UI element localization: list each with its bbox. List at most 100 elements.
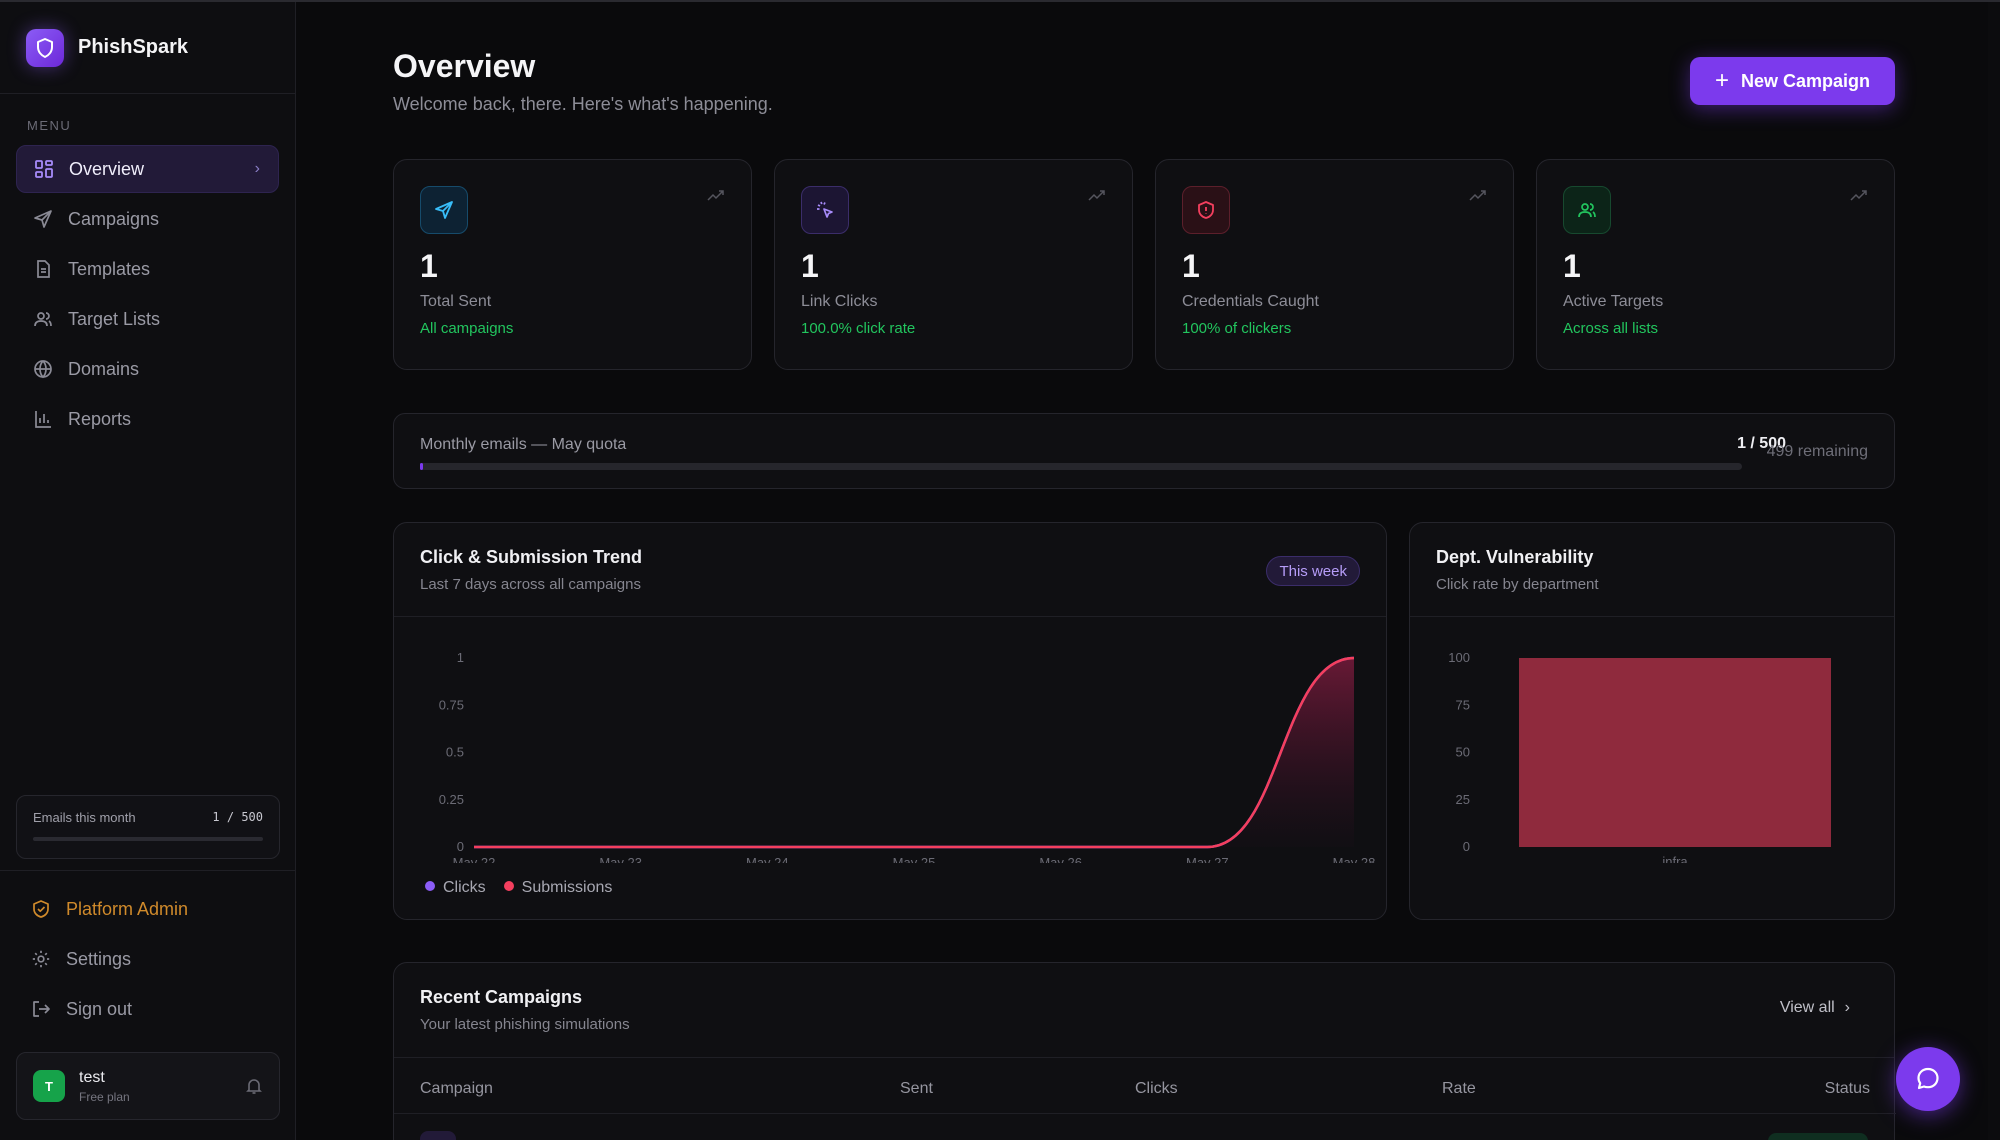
trend-chart: 0 0.25 0.5 0.75 1 May 22 May 23 May 24 May 25 May… (439, 650, 1376, 863)
legend-clicks-label: Clicks (443, 879, 486, 896)
trend-up-icon (707, 188, 725, 206)
trend-legend: Clicks Submissions (425, 879, 612, 897)
new-campaign-button[interactable]: + New Campaign (1690, 57, 1895, 105)
sidebar-item-overview[interactable]: Overview › (16, 145, 279, 193)
sidebar-item-campaigns[interactable]: Campaigns (16, 195, 279, 243)
sidebar-item-label: Target Lists (68, 308, 161, 329)
plus-icon: + (1714, 67, 1729, 94)
col-sent[interactable]: Sent (900, 1080, 933, 1097)
legend-clicks: Clicks (425, 879, 486, 897)
shield-alert-icon (1182, 186, 1230, 234)
stat-label: Link Clicks (801, 293, 878, 310)
x-tick-label: May 22 (453, 855, 496, 863)
quota-label: Monthly emails — May quota (420, 436, 627, 453)
sidebar-item-reports[interactable]: Reports (16, 395, 279, 443)
sidebar-item-label: Overview (69, 158, 145, 179)
stat-cards: 1 Total Sent All campaigns 1 Link Clicks… (393, 159, 1895, 370)
stat-card-link-clicks: 1 Link Clicks 100.0% click rate (774, 159, 1133, 370)
page-title: Overview (393, 48, 536, 84)
stat-value: 1 (420, 248, 438, 284)
trend-up-icon (1088, 188, 1106, 206)
trend-subtitle: Last 7 days across all campaigns (420, 576, 641, 593)
y-tick-label: 0.5 (446, 745, 464, 760)
user-card[interactable]: T test Free plan (16, 1052, 280, 1120)
x-tick-label: May 24 (746, 855, 789, 863)
file-icon (32, 258, 54, 280)
series-area-clicks (474, 658, 1354, 847)
gear-icon (30, 948, 52, 970)
x-tick-label: May 27 (1186, 855, 1229, 863)
sidebar-item-sign-out[interactable]: Sign out (16, 985, 280, 1033)
stat-card-active-targets: 1 Active Targets Across all lists (1536, 159, 1895, 370)
sidebar-item-label: Domains (68, 358, 140, 379)
series-area-submissions (474, 658, 1354, 847)
platform-admin-label: Platform Admin (66, 898, 189, 919)
sidebar-item-settings[interactable]: Settings (16, 935, 280, 983)
stat-sub: 100.0% click rate (801, 320, 916, 337)
sidebar-item-label: Campaigns (68, 208, 160, 229)
campaign-row-icon (420, 1131, 456, 1140)
quota-progress-track (420, 463, 1742, 470)
quota-progress-fill (420, 463, 423, 470)
stat-sub: Across all lists (1563, 320, 1659, 337)
grid-icon (33, 158, 55, 180)
col-campaign[interactable]: Campaign (420, 1080, 493, 1097)
table-header: Campaign Sent Clicks Rate Status (394, 1058, 1896, 1114)
user-plan: Free plan (79, 1089, 130, 1104)
trend-title: Click & Submission Trend (420, 547, 643, 567)
trend-up-icon (1469, 188, 1487, 206)
this-week-badge[interactable]: This week (1266, 556, 1360, 586)
avatar: T (33, 1070, 65, 1102)
chevron-right-icon: › (254, 160, 260, 177)
y-tick-label: 0 (1463, 839, 1470, 854)
shield-check-icon (30, 898, 52, 920)
stat-sub: 100% of clickers (1182, 320, 1292, 337)
sidebar: PhishSpark MENU Overview › Campaigns (0, 2, 296, 1140)
x-tick-label: infra (1662, 854, 1688, 863)
sidebar-item-platform-admin[interactable]: Platform Admin (16, 885, 280, 933)
chevron-right-icon: › (1844, 999, 1850, 1016)
series-line-submissions (474, 656, 1355, 849)
chat-button[interactable] (1896, 1047, 1960, 1111)
new-campaign-label: New Campaign (1740, 70, 1871, 91)
scrollbar[interactable] (1988, 2, 2000, 1140)
trend-up-icon (1850, 188, 1868, 206)
bar-infra[interactable] (1519, 658, 1831, 847)
series-line-clicks (474, 656, 1355, 849)
brand[interactable]: PhishSpark (0, 2, 295, 94)
x-tick-label: May 25 (893, 855, 936, 863)
view-all-link[interactable]: View all › (1780, 999, 1850, 1017)
col-rate[interactable]: Rate (1442, 1080, 1476, 1097)
col-status[interactable]: Status (1824, 1080, 1870, 1097)
quota-count: 1 / 500 (1737, 435, 1786, 452)
trend-chart-panel: Click & Submission Trend Last 7 days acr… (393, 522, 1387, 920)
log-out-icon (30, 998, 52, 1020)
sidebar-item-target-lists[interactable]: Target Lists (16, 295, 279, 343)
y-tick-label: 50 (1456, 745, 1470, 760)
sidebar-item-domains[interactable]: Domains (16, 345, 279, 393)
send-icon (420, 186, 468, 234)
y-tick-label: 1 (457, 650, 464, 665)
legend-submissions-label: Submissions (521, 879, 613, 896)
stat-card-credentials: 1 Credentials Caught 100% of clickers (1155, 159, 1514, 370)
sidebar-item-templates[interactable]: Templates (16, 245, 279, 293)
sidebar-email-quota: Emails this month 1 / 500 (16, 795, 280, 859)
dept-title: Dept. Vulnerability (1436, 547, 1594, 567)
cursor-click-icon (801, 186, 849, 234)
bell-icon[interactable] (245, 1077, 263, 1100)
menu-caption: MENU (27, 118, 72, 133)
recent-title: Recent Campaigns (420, 987, 583, 1007)
y-tick-label: 0.25 (439, 792, 464, 807)
sidebar-divider (0, 870, 296, 871)
sidebar-item-label: Templates (68, 258, 151, 279)
status-badge (1768, 1133, 1868, 1140)
emails-progress-bar (33, 837, 263, 841)
emails-label: Emails this month (33, 810, 136, 825)
x-tick-label: May 26 (1039, 855, 1082, 863)
recent-subtitle: Your latest phishing simulations (420, 1016, 630, 1033)
shield-logo-icon (26, 28, 64, 67)
stat-value: 1 (1182, 248, 1200, 284)
sidebar-nav: Overview › Campaigns Templates Target L (0, 145, 295, 443)
col-clicks[interactable]: Clicks (1135, 1080, 1178, 1097)
stat-card-total-sent: 1 Total Sent All campaigns (393, 159, 752, 370)
